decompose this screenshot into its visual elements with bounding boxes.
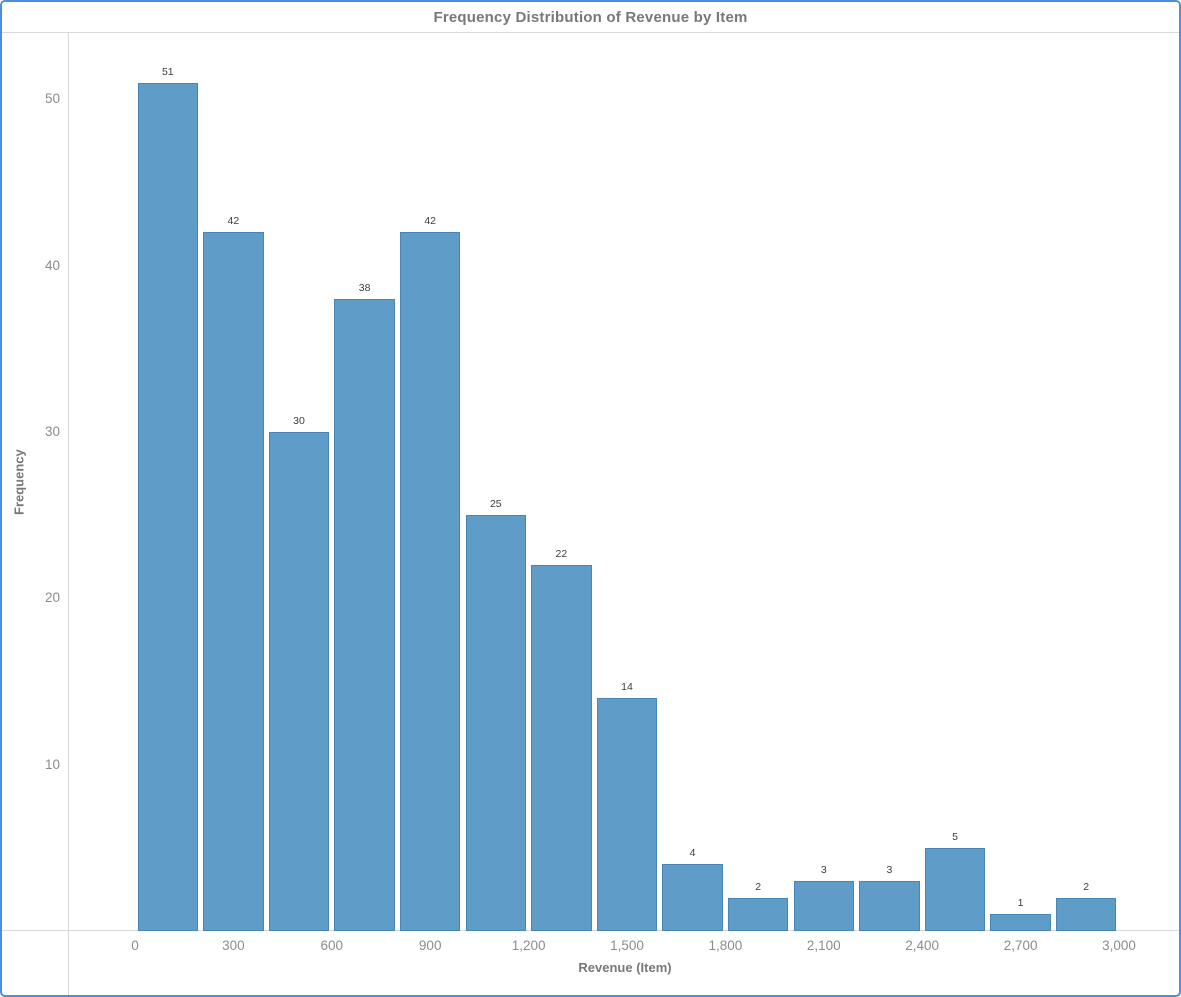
x-tick-label: 2,100 — [806, 938, 841, 953]
x-tick-label: 2,700 — [1003, 938, 1038, 953]
x-tick-label: 1,500 — [610, 938, 644, 953]
bar-value-label: 14 — [621, 681, 633, 694]
chart-title-band: Frequency Distribution of Revenue by Ite… — [2, 2, 1179, 33]
bar-value-label: 51 — [161, 65, 174, 78]
histogram-bar[interactable] — [268, 431, 330, 931]
y-tick-label: 20 — [44, 590, 60, 606]
histogram-bar[interactable] — [990, 914, 1051, 931]
histogram-bar[interactable] — [924, 847, 986, 931]
bar-value-label: 42 — [227, 215, 240, 228]
x-tick-label: 600 — [320, 938, 344, 953]
histogram-bar[interactable] — [596, 698, 658, 931]
bar-value-label: 5 — [952, 830, 958, 843]
bar-value-label: 25 — [489, 498, 502, 511]
bar-value-label: 3 — [820, 864, 827, 877]
bar-value-label: 38 — [358, 281, 371, 294]
y-axis-divider-line — [68, 33, 69, 995]
x-axis-title: Revenue (Item) — [578, 960, 672, 975]
histogram-bar[interactable] — [334, 298, 395, 931]
histogram-bar[interactable] — [662, 864, 723, 931]
x-tick-label: 1,200 — [511, 938, 546, 953]
histogram-bar[interactable] — [137, 82, 199, 931]
bar-value-label: 2 — [1083, 880, 1090, 893]
histogram-bar[interactable] — [793, 881, 855, 931]
histogram-bar[interactable] — [1055, 897, 1117, 931]
bar-value-label: 30 — [293, 414, 305, 427]
x-tick-label: 0 — [131, 938, 139, 953]
x-tick-label: 3,000 — [1102, 938, 1136, 953]
x-tick-label: 300 — [222, 938, 245, 953]
y-tick-label: 10 — [44, 756, 60, 772]
histogram-bar[interactable] — [859, 881, 920, 931]
x-tick-label: 900 — [418, 938, 442, 953]
y-tick-label: 50 — [44, 91, 60, 107]
bar-value-label: 1 — [1017, 897, 1024, 910]
histogram-bar[interactable] — [727, 897, 789, 931]
bar-value-label: 3 — [886, 864, 893, 877]
bar-value-label: 2 — [755, 880, 762, 893]
bar-value-label: 4 — [689, 847, 696, 860]
chart-title: Frequency Distribution of Revenue by Ite… — [433, 8, 748, 26]
histogram-bar[interactable] — [399, 232, 461, 931]
bar-value-label: 42 — [424, 215, 437, 228]
y-tick-label: 40 — [44, 257, 60, 273]
bar-value-label: 22 — [555, 548, 568, 561]
histogram-bar[interactable] — [531, 565, 592, 931]
x-tick-label: 2,400 — [905, 938, 940, 953]
y-tick-label: 30 — [44, 423, 60, 439]
histogram-bar[interactable] — [465, 515, 527, 931]
histogram-bar[interactable] — [203, 232, 264, 931]
x-tick-label: 1,800 — [708, 938, 743, 953]
